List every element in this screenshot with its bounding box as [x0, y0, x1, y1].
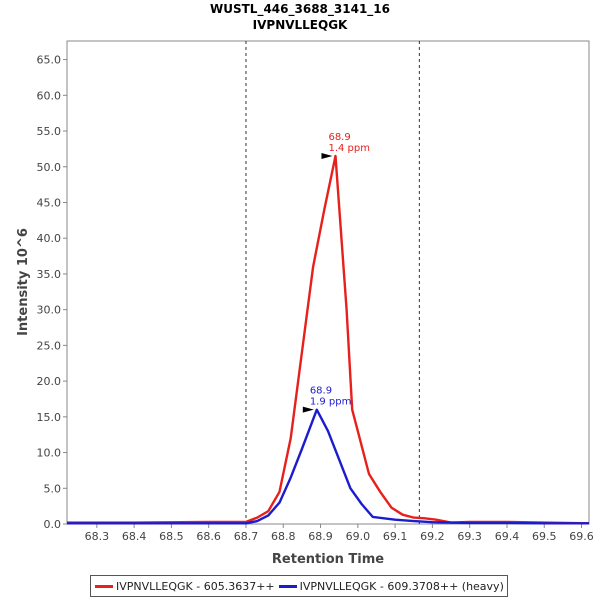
y-tick-label: 65.0 [37, 54, 62, 67]
y-tick-label: 10.0 [37, 447, 62, 460]
x-tick-label: 69.5 [532, 530, 557, 543]
y-axis: 0.0 5.0 10.0 15.0 20.0 25.0 30.0 35.0 40.0 45.0 50… [37, 54, 67, 531]
y-tick-label: 40.0 [37, 232, 62, 245]
x-tick-label: 68.4 [122, 530, 147, 543]
x-tick-label: 69.2 [420, 530, 445, 543]
peak-rt-label-1: 68.9 [310, 386, 332, 397]
series-line-1 [67, 408, 589, 525]
x-tick-label: 69.3 [457, 530, 482, 543]
y-tick-label: 60.0 [37, 89, 62, 102]
y-axis-label: Intensity 10^6 [16, 228, 31, 336]
peak-marker-1 [302, 406, 314, 413]
x-axis-label: Retention Time [272, 552, 384, 567]
x-tick-label: 68.8 [271, 530, 296, 543]
y-tick-label: 55.0 [37, 125, 62, 138]
legend-label-light: IVPNVLLEQGK - 605.3637++ [116, 579, 275, 593]
y-tick-label: 0.0 [44, 518, 62, 531]
x-tick-label: 69.6 [569, 530, 594, 543]
chart-title: WUSTL_446_3688_3141_16 [210, 2, 390, 17]
legend-item-light: IVPNVLLEQGK - 605.3637++ [95, 580, 275, 593]
y-tick-label: 50.0 [37, 161, 62, 174]
x-tick-label: 68.3 [85, 530, 110, 543]
x-tick-label: 68.6 [196, 530, 221, 543]
x-tick-label: 68.5 [159, 530, 184, 543]
x-tick-label: 68.9 [308, 530, 333, 543]
plot-area [66, 40, 590, 525]
x-tick-label: 69.4 [495, 530, 520, 543]
peak-rt-label-0: 68.9 [328, 132, 350, 143]
y-tick-label: 20.0 [37, 375, 62, 388]
y-tick-label: 5.0 [44, 482, 62, 495]
series-group [67, 154, 590, 525]
peak-ppm-label-1: 1.9 ppm [310, 397, 352, 408]
legend-swatch-heavy [278, 584, 297, 588]
legend-swatch-light [95, 584, 113, 588]
y-tick-label: 35.0 [37, 268, 62, 281]
x-tick-label: 69.1 [383, 530, 408, 543]
peak-marker-0 [321, 153, 333, 160]
y-tick-label: 45.0 [37, 196, 62, 209]
chart-subtitle: IVPNVLLEQGK [253, 18, 348, 32]
x-axis: 68.3 68.4 68.5 68.6 68.7 68.8 68.9 69.0 69.1 69.2… [85, 524, 594, 543]
y-tick-label: 15.0 [37, 411, 62, 424]
legend-item-heavy: IVPNVLLEQGK - 609.3708++ (heavy) [278, 579, 504, 593]
integration-boundaries [245, 41, 420, 524]
legend: IVPNVLLEQGK - 605.3637++ IVPNVLLEQGK - 6… [90, 575, 508, 597]
y-tick-label: 30.0 [37, 304, 62, 317]
peak-ppm-label-0: 1.4 ppm [328, 143, 370, 154]
x-tick-label: 68.7 [234, 530, 259, 543]
legend-label-heavy: IVPNVLLEQGK - 609.3708++ (heavy) [299, 579, 504, 593]
x-tick-label: 69.0 [346, 530, 371, 543]
y-tick-label: 25.0 [37, 339, 62, 352]
